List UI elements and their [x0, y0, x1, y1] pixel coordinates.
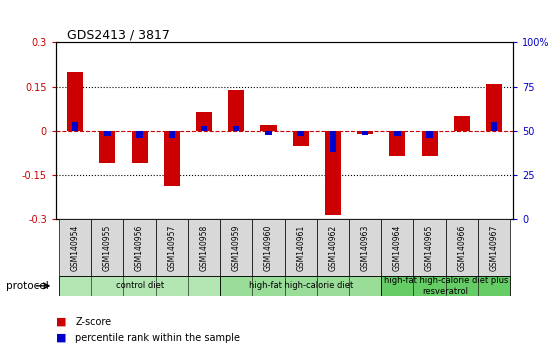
Text: control diet: control diet — [116, 281, 163, 290]
Bar — [99, 131, 116, 164]
Bar — [330, 131, 336, 152]
Bar — [285, 219, 317, 276]
Bar — [92, 219, 123, 276]
Text: Z-score: Z-score — [75, 317, 112, 327]
Text: ■: ■ — [56, 317, 66, 327]
Bar — [381, 219, 413, 276]
Bar — [317, 219, 349, 276]
Bar — [132, 131, 148, 164]
Bar — [357, 131, 373, 134]
Bar — [454, 116, 470, 131]
Bar — [123, 219, 156, 276]
Text: ■: ■ — [56, 333, 66, 343]
Bar — [491, 122, 497, 131]
Bar — [446, 219, 478, 276]
Bar — [252, 219, 285, 276]
Text: GSM140954: GSM140954 — [71, 224, 80, 271]
Text: high-fat high-calorie diet: high-fat high-calorie diet — [248, 281, 353, 290]
Bar — [292, 131, 309, 146]
Bar — [228, 90, 244, 131]
Bar — [426, 131, 433, 138]
Text: GSM140961: GSM140961 — [296, 225, 305, 271]
Bar — [156, 219, 188, 276]
Bar — [104, 131, 110, 136]
Bar — [196, 112, 212, 131]
Text: percentile rank within the sample: percentile rank within the sample — [75, 333, 240, 343]
Bar — [59, 276, 220, 296]
Text: GDS2413 / 3817: GDS2413 / 3817 — [67, 28, 170, 41]
Text: high-fat high-calorie diet plus
resveratrol: high-fat high-calorie diet plus resverat… — [383, 276, 508, 296]
Text: GSM140958: GSM140958 — [200, 225, 209, 271]
Text: GSM140959: GSM140959 — [232, 224, 240, 271]
Bar — [136, 131, 143, 138]
Bar — [325, 131, 341, 215]
Text: GSM140967: GSM140967 — [489, 224, 498, 271]
Bar — [67, 72, 83, 131]
Bar — [413, 219, 446, 276]
Text: GSM140965: GSM140965 — [425, 224, 434, 271]
Bar — [381, 276, 510, 296]
Bar — [220, 276, 381, 296]
Text: GSM140966: GSM140966 — [458, 224, 466, 271]
Text: protocol: protocol — [6, 281, 49, 291]
Bar — [478, 219, 510, 276]
Text: GSM140960: GSM140960 — [264, 224, 273, 271]
Bar — [394, 131, 401, 136]
Bar — [188, 219, 220, 276]
Bar — [201, 126, 207, 131]
Bar — [362, 131, 368, 135]
Bar — [220, 219, 252, 276]
Text: GSM140955: GSM140955 — [103, 224, 112, 271]
Bar — [169, 131, 175, 138]
Bar — [349, 219, 381, 276]
Bar — [72, 122, 78, 131]
Text: GSM140964: GSM140964 — [393, 224, 402, 271]
Bar — [297, 131, 304, 136]
Text: GSM140962: GSM140962 — [329, 225, 338, 271]
Bar — [421, 131, 437, 156]
Bar — [389, 131, 406, 156]
Bar — [265, 131, 272, 135]
Bar — [261, 125, 277, 131]
Bar — [59, 219, 92, 276]
Bar — [163, 131, 180, 185]
Bar — [233, 126, 239, 131]
Text: GSM140956: GSM140956 — [135, 224, 144, 271]
Text: GSM140957: GSM140957 — [167, 224, 176, 271]
Text: GSM140963: GSM140963 — [360, 224, 369, 271]
Bar — [486, 84, 502, 131]
